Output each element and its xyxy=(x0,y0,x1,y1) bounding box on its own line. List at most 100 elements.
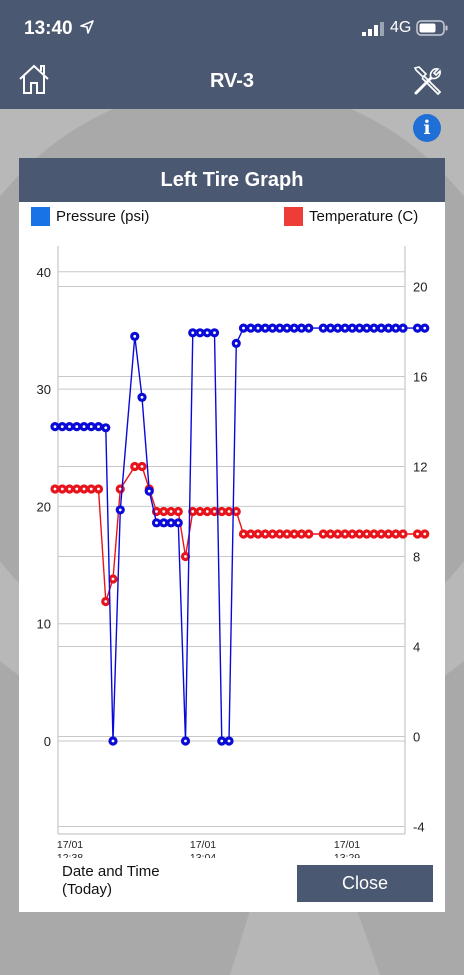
tools-icon[interactable] xyxy=(411,64,445,98)
right-tick-label: -4 xyxy=(413,820,425,835)
temperature-point-center xyxy=(263,532,267,536)
temperature-point-center xyxy=(285,532,289,536)
pressure-point-center xyxy=(336,326,340,330)
temperature-point-center xyxy=(379,532,383,536)
pressure-point-center xyxy=(307,326,311,330)
pressure-point-center xyxy=(394,326,398,330)
pressure-point-center xyxy=(97,425,100,429)
temperature-point-center xyxy=(176,510,180,513)
pressure-point-center xyxy=(191,331,195,335)
temperature-point-center xyxy=(372,532,376,536)
pressure-point-center xyxy=(89,425,93,429)
temperature-point-center xyxy=(329,532,332,536)
pressure-point-center xyxy=(423,326,427,330)
pressure-point-center xyxy=(205,331,209,335)
pressure-point-center xyxy=(300,326,303,330)
legend-temperature-label: Temperature (C) xyxy=(309,208,419,225)
right-tick-label: 4 xyxy=(413,640,420,655)
x-axis-caption-line1: Date and Time xyxy=(62,863,160,880)
pressure-point-center xyxy=(379,326,383,330)
right-tick-label: 12 xyxy=(413,460,427,475)
temperature-point-center xyxy=(292,532,296,536)
pressure-point-center xyxy=(184,739,187,743)
temperature-point-center xyxy=(343,532,347,536)
pressure-point-center xyxy=(176,521,180,525)
temperature-point-center xyxy=(205,510,209,513)
temperature-point-center xyxy=(358,532,361,536)
pressure-point-center xyxy=(75,425,79,429)
pressure-point-center xyxy=(242,326,245,330)
temperature-point-center xyxy=(423,532,427,536)
pressure-point-center xyxy=(198,331,202,335)
top-bar: 13:40 4G RV-3 xyxy=(0,0,464,109)
right-tick-label: 16 xyxy=(413,370,427,385)
temperature-point-center xyxy=(53,487,57,491)
pressure-point-center xyxy=(263,326,267,330)
pressure-point-center xyxy=(111,739,115,743)
temperature-point-center xyxy=(97,487,100,491)
status-time: 13:40 xyxy=(24,18,73,39)
x-tick-time: 13:04 xyxy=(190,852,216,858)
temperature-point-center xyxy=(271,532,274,536)
x-tick-time: 12:38 xyxy=(57,852,83,858)
x-tick-time: 13:29 xyxy=(334,852,360,858)
pressure-point-center xyxy=(140,395,144,399)
left-tick-label: 30 xyxy=(37,382,51,397)
close-button[interactable]: Close xyxy=(297,865,433,902)
pressure-point-center xyxy=(53,425,57,429)
battery-icon xyxy=(416,20,448,36)
pressure-point-center xyxy=(278,326,282,330)
temperature-point-center xyxy=(387,532,390,536)
pressure-point-center xyxy=(213,331,216,335)
temperature-point-center xyxy=(155,510,158,513)
legend-pressure-swatch xyxy=(31,207,50,226)
pressure-point-center xyxy=(169,521,173,525)
pressure-point-center xyxy=(358,326,361,330)
location-arrow-icon xyxy=(80,20,94,34)
temperature-point-center xyxy=(336,532,340,536)
pressure-point-center xyxy=(234,341,238,345)
signal-bars-icon xyxy=(362,22,384,36)
right-tick-label: 20 xyxy=(413,280,427,295)
info-button[interactable]: i xyxy=(413,114,441,142)
temperature-point-center xyxy=(227,510,231,513)
pressure-point-center xyxy=(227,739,231,743)
pressure-point-center xyxy=(162,521,166,525)
temperature-point-center xyxy=(401,532,405,536)
pressure-point-center xyxy=(321,326,325,330)
left-tick-label: 20 xyxy=(37,499,51,514)
temperature-point-center xyxy=(278,532,282,536)
temperature-point-center xyxy=(416,532,419,536)
temperature-point-center xyxy=(162,510,166,513)
tire-chart: 010203040-404812162017/0112:3817/0113:04… xyxy=(37,246,430,858)
temperature-point-center xyxy=(68,487,71,491)
pressure-point-center xyxy=(118,508,122,512)
legend-pressure-label: Pressure (psi) xyxy=(56,208,150,225)
x-axis-caption-line2: (Today) xyxy=(62,881,113,898)
network-type: 4G xyxy=(390,19,412,36)
temperature-point-center xyxy=(321,532,325,536)
temperature-point-center xyxy=(242,532,245,536)
temperature-point-center xyxy=(133,465,137,468)
pressure-point-center xyxy=(329,326,332,330)
graph-dialog: Left Tire Graph Pressure (psi) Temperatu… xyxy=(19,158,445,912)
pressure-point-center xyxy=(365,326,369,330)
temperature-point-center xyxy=(365,532,369,536)
temperature-point-center xyxy=(140,465,144,468)
pressure-point-center xyxy=(350,326,354,330)
pressure-point-center xyxy=(82,425,86,429)
temperature-point-center xyxy=(213,510,216,513)
temperature-point-center xyxy=(89,487,93,491)
temperature-point-center xyxy=(184,555,187,558)
temperature-point-center xyxy=(60,487,64,491)
temperature-point-center xyxy=(249,532,253,536)
pressure-point-center xyxy=(256,326,260,330)
home-icon[interactable] xyxy=(17,62,51,96)
temperature-point-center xyxy=(191,510,195,513)
temperature-point-center xyxy=(82,487,86,491)
left-tick-label: 0 xyxy=(44,734,51,749)
left-tick-label: 10 xyxy=(37,617,51,632)
temperature-point-center xyxy=(307,532,311,536)
pressure-point-center xyxy=(285,326,289,330)
right-tick-label: 8 xyxy=(413,550,420,565)
